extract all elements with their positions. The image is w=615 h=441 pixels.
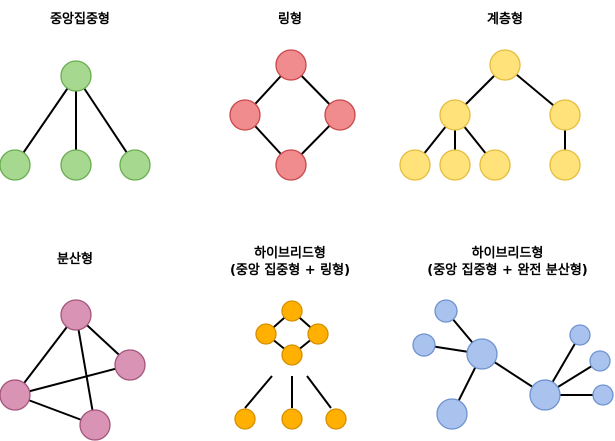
node-leaf-2 — [281, 408, 303, 430]
node-root — [489, 49, 521, 81]
panel-mesh — [0, 299, 146, 441]
node-right-3 — [592, 384, 614, 406]
panel-tree — [399, 49, 581, 181]
title-mesh-text: 분산형 — [57, 252, 93, 267]
panel-hybrid-mesh — [412, 299, 614, 430]
node-hub — [60, 60, 92, 92]
node-mid-left — [439, 99, 471, 131]
node-ring-top — [281, 300, 303, 322]
node-left — [412, 333, 436, 357]
title-star-text: 중앙집중형 — [50, 12, 110, 27]
node-left — [0, 379, 31, 411]
edge-top-bottom — [75, 314, 96, 426]
node-right — [114, 349, 146, 381]
node-bottom-left — [436, 398, 468, 430]
title-star: 중앙집중형 — [15, 11, 145, 28]
subtitle-hybrid-ring-text: (중앙 집중형 + 링형) — [229, 263, 351, 278]
panel-tree-edges — [414, 64, 566, 166]
node-top — [275, 49, 307, 81]
edge-hub-leaf-1 — [14, 75, 77, 166]
node-hub-2 — [529, 379, 561, 411]
panel-ring-nodes — [229, 49, 356, 181]
title-tree: 계층형 — [440, 11, 570, 28]
title-hybrid-mesh: 하이브리드형 (중앙 집중형 + 완전 분산형) — [405, 245, 610, 279]
title-tree-text: 계층형 — [487, 12, 523, 27]
node-leaf-2 — [439, 149, 471, 181]
node-leaf-3 — [479, 149, 511, 181]
title-ring: 링형 — [225, 11, 355, 28]
node-ring-bottom — [281, 344, 303, 366]
node-right-2 — [589, 350, 611, 372]
node-leaf-3 — [119, 149, 151, 181]
title-ring-text: 링형 — [278, 12, 302, 27]
node-leaf-2 — [60, 149, 92, 181]
node-right — [324, 99, 356, 131]
node-left — [229, 99, 261, 131]
panel-star — [0, 60, 151, 181]
panel-mesh-edges — [14, 314, 131, 426]
node-ring-right — [307, 323, 329, 345]
edge-hub-leaf-3 — [75, 75, 136, 166]
node-top — [60, 299, 92, 331]
node-bottom — [275, 149, 307, 181]
node-ring-left — [255, 323, 277, 345]
node-leaf-1 — [234, 408, 256, 430]
panel-ring — [229, 49, 356, 181]
node-right-1 — [569, 324, 591, 346]
node-leaf-1 — [399, 149, 431, 181]
stub-line-leaf-3 — [306, 375, 332, 409]
node-top-left — [434, 299, 458, 323]
node-leaf-4 — [549, 149, 581, 181]
edge-left-right — [14, 364, 131, 396]
node-mid-right — [549, 99, 581, 131]
panel-mesh-nodes — [0, 299, 146, 441]
edge-top-left — [14, 314, 77, 396]
subtitle-hybrid-mesh-text: (중앙 집중형 + 완전 분산형) — [427, 263, 588, 278]
node-hub-1 — [466, 338, 498, 370]
stub-line-leaf-1 — [244, 375, 273, 409]
panel-hybrid-ring — [234, 300, 347, 430]
title-hybrid-ring-text: 하이브리드형 — [254, 246, 326, 261]
panel-star-nodes — [0, 60, 151, 181]
node-bottom — [79, 409, 111, 441]
panel-hybrid-ring-nodes — [234, 300, 347, 430]
title-hybrid-ring: 하이브리드형 (중앙 집중형 + 링형) — [200, 245, 380, 279]
node-leaf-1 — [0, 149, 31, 181]
panel-tree-nodes — [399, 49, 581, 181]
title-hybrid-mesh-text: 하이브리드형 — [471, 246, 544, 261]
title-mesh: 분산형 — [10, 251, 140, 268]
node-leaf-3 — [325, 408, 347, 430]
panel-hybrid-mesh-nodes — [412, 299, 614, 430]
